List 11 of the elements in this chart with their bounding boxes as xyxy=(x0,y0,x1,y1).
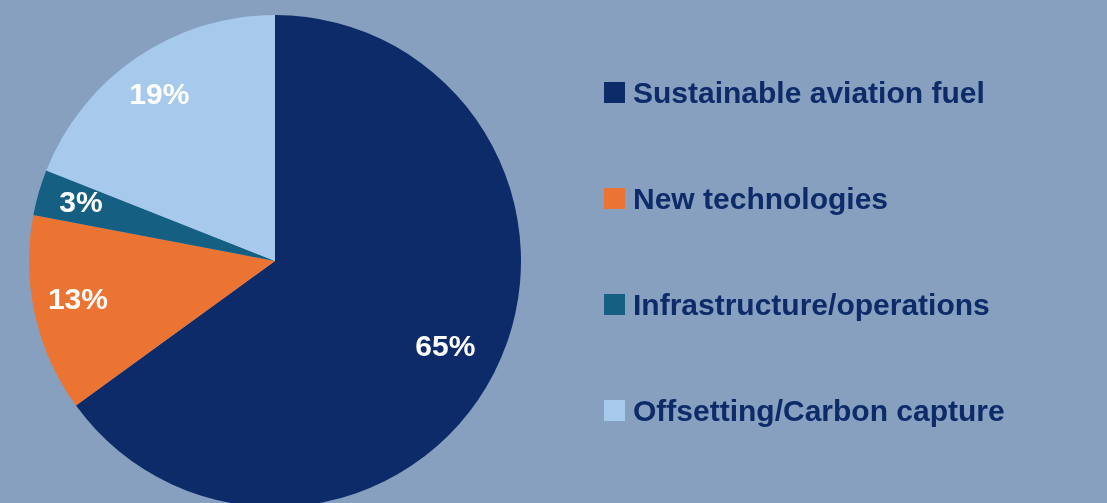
data-label: 19% xyxy=(129,76,190,110)
data-label: 13% xyxy=(47,282,108,316)
pie-slice xyxy=(29,214,275,406)
legend-label: Infrastructure/operations xyxy=(633,287,990,322)
data-label: 65% xyxy=(415,328,476,362)
pie-slice xyxy=(46,15,275,261)
data-label: 3% xyxy=(59,184,103,218)
legend-label: New technologies xyxy=(633,181,889,216)
pie-slice xyxy=(33,170,275,261)
legend-label: Offsetting/Carbon capture xyxy=(633,393,1005,428)
legend-label: Sustainable aviation fuel xyxy=(633,75,985,110)
